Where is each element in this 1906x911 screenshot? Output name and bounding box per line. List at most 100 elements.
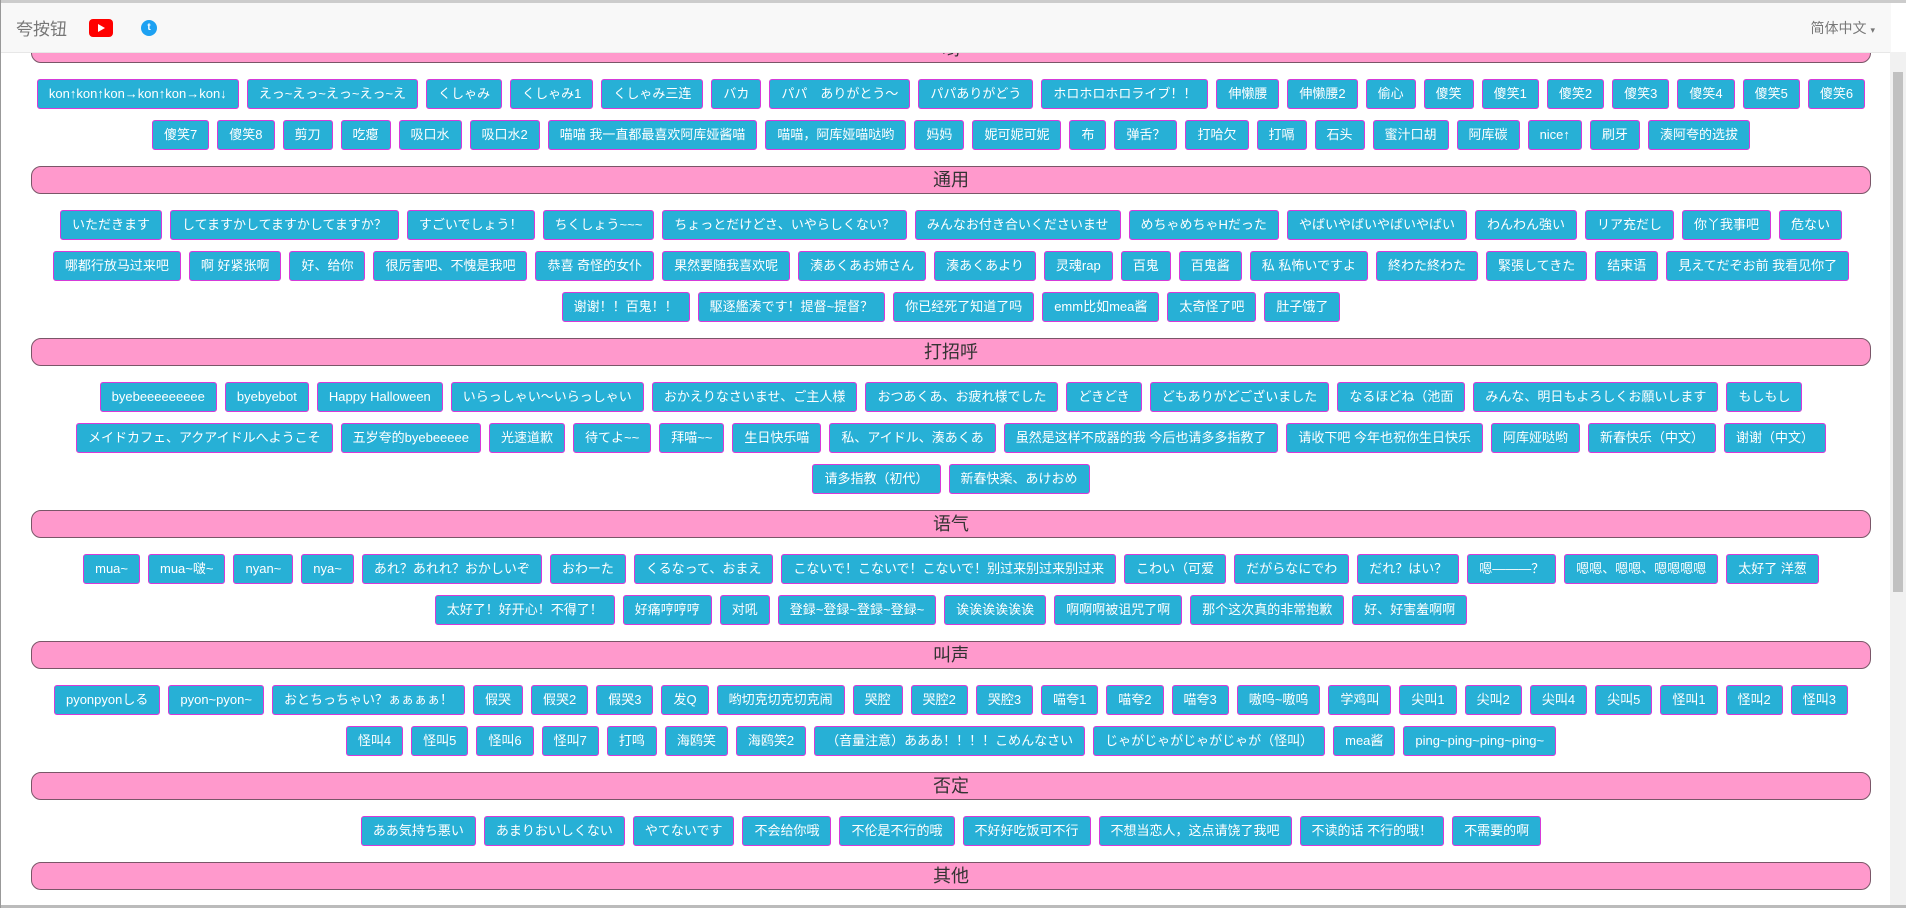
sound-button[interactable]: nya~ [301, 554, 354, 584]
sound-button[interactable]: 阿库娅哒哟 [1491, 423, 1581, 453]
sound-button[interactable]: 不需要的啊 [1452, 816, 1542, 846]
sound-button[interactable]: 那个这次真的非常抱歉 [1190, 595, 1345, 625]
sound-button[interactable]: ちくしょう~~~ [542, 210, 655, 240]
sound-button[interactable]: 嗷呜~嗷呜 [1236, 685, 1321, 715]
sound-button[interactable]: 傻笑8 [217, 120, 275, 150]
sound-button[interactable]: 哭腔 [852, 685, 903, 715]
sound-button[interactable]: おかえりなさいませ、ご主人様 [651, 382, 858, 412]
sound-button[interactable]: 肚子饿了 [1264, 292, 1341, 322]
sound-button[interactable]: 布 [1069, 120, 1107, 150]
sound-button[interactable]: 怪叫4 [345, 726, 404, 756]
youtube-icon[interactable] [89, 18, 113, 37]
sound-button[interactable]: kon↑kon↑kon→kon↑kon→kon↓ [36, 79, 239, 109]
sound-button[interactable]: 发Q [661, 685, 709, 715]
sound-button[interactable]: してますかしてますかしてますか？ [170, 210, 399, 240]
sound-button[interactable]: 喵喵，阿库娅喵哒哟 [765, 120, 907, 150]
sound-button[interactable]: おつあくあ、お疲れ様でした [865, 382, 1059, 412]
sound-button[interactable]: 傻笑2 [1546, 79, 1605, 109]
sound-button[interactable]: パパありがどう [918, 79, 1034, 109]
sound-button[interactable]: 打嗝 [1256, 120, 1307, 150]
sound-button[interactable]: もしもし [1726, 382, 1803, 412]
sound-button[interactable]: 傻笑6 [1807, 79, 1866, 109]
sound-button[interactable]: 不好好吃饭可不行 [962, 816, 1091, 846]
sound-button[interactable]: こわい（可爱 [1124, 554, 1227, 584]
sound-button[interactable]: 待てよ~~ [573, 423, 652, 453]
sound-button[interactable]: 尖叫5 [1595, 685, 1653, 715]
sound-button[interactable]: 灵魂rap [1043, 251, 1113, 281]
sound-button[interactable]: 学鸡叫 [1328, 685, 1392, 715]
sound-button[interactable]: 尖叫4 [1529, 685, 1588, 715]
sound-button[interactable]: だがらなにでわ [1234, 554, 1350, 584]
sound-button[interactable]: 危ない [1779, 210, 1843, 240]
sound-button[interactable]: 哟切克切克切克闹 [716, 685, 845, 715]
sound-button[interactable]: やてないです [632, 816, 735, 846]
sound-button[interactable]: 打鸣 [606, 726, 657, 756]
sound-button[interactable]: 怪叫2 [1725, 685, 1783, 715]
sound-button[interactable]: 五岁夸的byebeeeee [340, 423, 481, 453]
sound-button[interactable]: こないで！こないで！こないで！别过来别过来别过来 [781, 554, 1117, 584]
sound-button[interactable]: いらっしゃい～いらっしゃい [450, 382, 644, 412]
sound-button[interactable]: 光速道歉 [488, 423, 565, 453]
sound-button[interactable]: バカ [711, 79, 762, 109]
sound-button[interactable]: 傻笑7 [152, 120, 210, 150]
sound-button[interactable]: みんな、明日もよろしくお願いします [1473, 382, 1719, 412]
scrollbar[interactable] [1890, 52, 1906, 905]
sound-button[interactable]: mua~啵~ [148, 554, 226, 584]
sound-button[interactable]: だれ？はい？ [1357, 554, 1460, 584]
sound-button[interactable]: 新春快楽、あけおめ [948, 464, 1090, 494]
sound-button[interactable]: 海鸥笑 [664, 726, 728, 756]
sound-button[interactable]: 虽然是这样不成器的我 今后也请多多指教了 [1003, 423, 1279, 453]
sound-button[interactable]: 请收下吧 今年也祝你生日快乐 [1286, 423, 1483, 453]
sound-button[interactable]: 好痛哼哼哼 [622, 595, 712, 625]
sound-button[interactable]: おわーた [549, 554, 626, 584]
sound-button[interactable]: ホロホロホロライブ！！ [1041, 79, 1209, 109]
sound-button[interactable]: 伸懒腰2 [1287, 79, 1358, 109]
sound-button[interactable]: 伸懒腰 [1216, 79, 1280, 109]
sound-button[interactable]: 登録~登録~登録~登録~ [777, 595, 937, 625]
sound-button[interactable]: おとちっちゃい？ぁぁぁぁ！ [271, 685, 465, 715]
sound-button[interactable]: 太奇怪了吧 [1167, 292, 1257, 322]
sound-button[interactable]: mea酱 [1333, 726, 1396, 756]
sound-button[interactable]: 妮可妮可妮 [972, 120, 1062, 150]
sound-button[interactable]: 傻笑3 [1612, 79, 1670, 109]
sound-button[interactable]: 傻笑1 [1481, 79, 1539, 109]
sound-button[interactable]: 蜜汁口胡 [1372, 120, 1449, 150]
sound-button[interactable]: 怪叫5 [411, 726, 469, 756]
sound-button[interactable]: 駆逐艦湊です！提督~提督？ [697, 292, 886, 322]
sound-button[interactable]: 怪叫1 [1660, 685, 1718, 715]
sound-button[interactable]: 終わた終わた [1375, 251, 1478, 281]
sound-button[interactable]: （音量注意）あああ！！！！こめんなさい [814, 726, 1086, 756]
sound-button[interactable]: 啊啊啊被诅咒了啊 [1054, 595, 1183, 625]
sound-button[interactable]: 假哭 [472, 685, 523, 715]
sound-button[interactable]: 生日快乐喵 [732, 423, 822, 453]
sound-button[interactable]: みんなお付き合いくださいませ [914, 210, 1121, 240]
sound-button[interactable]: 吸口水 [398, 120, 462, 150]
sound-button[interactable]: いただきます [59, 210, 162, 240]
twitter-icon[interactable]: t [141, 19, 157, 36]
sound-button[interactable]: 结束语 [1595, 251, 1659, 281]
sound-button[interactable]: 喵夸3 [1171, 685, 1229, 715]
sound-button[interactable]: 喵夸2 [1106, 685, 1164, 715]
sound-button[interactable]: 不伦是不行的哦 [839, 816, 955, 846]
sound-button[interactable]: めちゃめちゃHだった [1128, 210, 1279, 240]
scrollbar-thumb[interactable] [1893, 72, 1903, 592]
sound-button[interactable]: 假哭2 [530, 685, 589, 715]
sound-button[interactable]: mua~ [83, 554, 140, 584]
sound-button[interactable]: 私 私怖いですよ [1249, 251, 1368, 281]
sound-button[interactable]: 好、给你 [289, 251, 366, 281]
sound-button[interactable]: 吸口水2 [469, 120, 540, 150]
sound-button[interactable]: 不会给你哦 [742, 816, 832, 846]
sound-button[interactable]: パパ ありがとう～ [769, 79, 911, 109]
sound-button[interactable]: くしゃみ1 [510, 79, 594, 109]
sound-button[interactable]: 緊張してきた [1485, 251, 1588, 281]
sound-button[interactable]: 偷心 [1365, 79, 1416, 109]
sound-button[interactable]: emm比如mea酱 [1042, 292, 1160, 322]
sound-button[interactable]: 吃瘪 [340, 120, 391, 150]
sound-button[interactable]: 很厉害吧、不愧是我吧 [373, 251, 528, 281]
sound-button[interactable]: 見えてだぞお前 我看见你了 [1666, 251, 1850, 281]
sound-button[interactable]: ちょっとだけどさ、いやらしくない？ [662, 210, 907, 240]
sound-button[interactable]: byebeeeeeeeee [99, 382, 217, 412]
sound-button[interactable]: nyan~ [233, 554, 294, 584]
sound-button[interactable]: byebyebot [224, 382, 309, 412]
sound-button[interactable]: pyon~pyon~ [168, 685, 264, 715]
